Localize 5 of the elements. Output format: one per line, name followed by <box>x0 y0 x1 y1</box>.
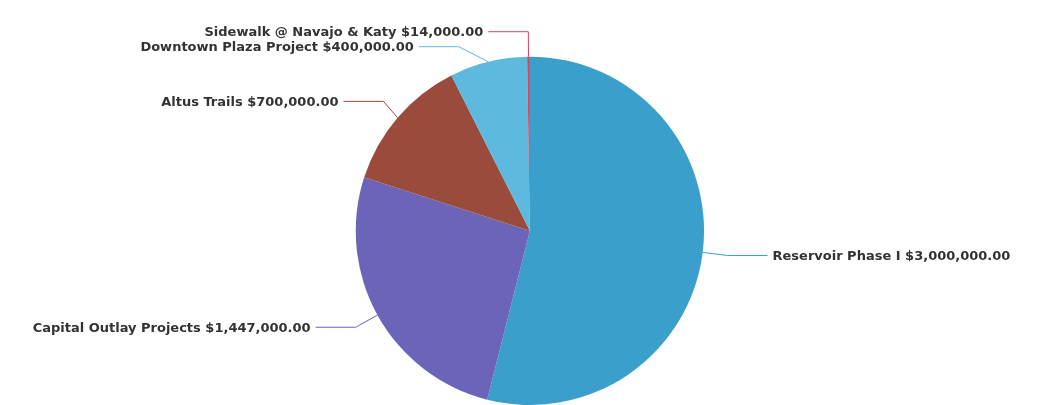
slice-label: Downtown Plaza Project $400,000.00 <box>140 39 414 55</box>
slice-label: Reservoir Phase I $3,000,000.00 <box>772 247 1011 263</box>
slice-label: Capital Outlay Projects $1,447,000.00 <box>32 319 311 335</box>
slice-label: Altus Trails $700,000.00 <box>161 93 339 109</box>
slice-label: Sidewalk @ Navajo & Katy $14,000.00 <box>204 24 484 40</box>
